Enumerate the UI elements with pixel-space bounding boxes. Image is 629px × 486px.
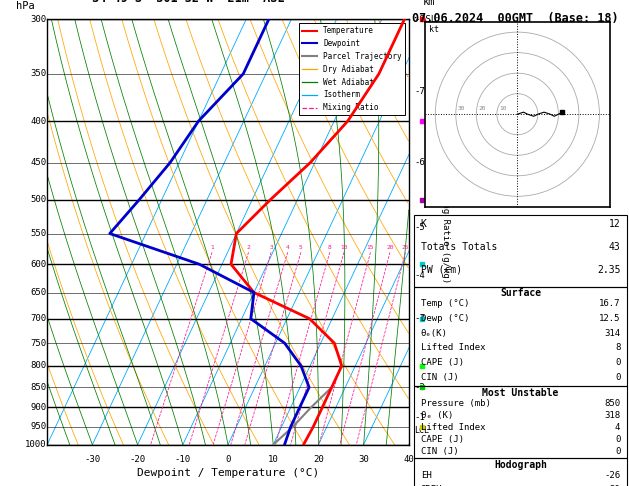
Text: Hodograph: Hodograph [494, 460, 547, 469]
Text: -8: -8 [415, 15, 425, 24]
Text: 4: 4 [615, 423, 620, 432]
Text: 15: 15 [367, 245, 374, 250]
Text: 314: 314 [604, 329, 620, 338]
Legend: Temperature, Dewpoint, Parcel Trajectory, Dry Adiabat, Wet Adiabat, Isotherm, Mi: Temperature, Dewpoint, Parcel Trajectory… [299, 23, 405, 115]
Text: 1000: 1000 [25, 440, 47, 449]
Text: -1: -1 [415, 413, 425, 422]
Text: Temp (°C): Temp (°C) [421, 299, 469, 308]
Text: Dewpoint / Temperature (°C): Dewpoint / Temperature (°C) [137, 468, 319, 478]
Bar [414, 214, 627, 287]
Text: -2: -2 [415, 383, 425, 392]
Text: 800: 800 [30, 362, 47, 370]
Bar [414, 386, 627, 458]
Text: Surface: Surface [500, 288, 541, 298]
Text: 300: 300 [30, 15, 47, 24]
Text: 5: 5 [299, 245, 303, 250]
Text: 20: 20 [610, 485, 620, 486]
Text: 318: 318 [604, 411, 620, 420]
Text: Totals Totals: Totals Totals [421, 242, 497, 252]
Bar [414, 458, 627, 486]
Text: 8: 8 [615, 343, 620, 352]
Text: 850: 850 [30, 383, 47, 392]
Text: 20: 20 [479, 106, 486, 111]
Text: 12.5: 12.5 [599, 314, 620, 323]
Text: 700: 700 [30, 314, 47, 323]
Text: 0: 0 [615, 373, 620, 382]
Text: LCL: LCL [415, 426, 429, 435]
Text: SREH: SREH [421, 485, 442, 486]
Text: Most Unstable: Most Unstable [482, 388, 559, 398]
Text: 2: 2 [247, 245, 250, 250]
Text: 0: 0 [615, 435, 620, 444]
Text: Lifted Index: Lifted Index [421, 423, 485, 432]
Bar [414, 287, 627, 386]
Text: kt: kt [429, 25, 439, 34]
Text: EH: EH [421, 471, 431, 480]
Text: PW (cm): PW (cm) [421, 265, 462, 275]
Text: CAPE (J): CAPE (J) [421, 435, 464, 444]
Text: 0: 0 [225, 455, 231, 464]
Text: 0: 0 [615, 358, 620, 367]
Text: 550: 550 [30, 229, 47, 238]
Text: 0: 0 [615, 448, 620, 456]
Text: 20: 20 [386, 245, 394, 250]
Text: 400: 400 [30, 117, 47, 125]
Text: -20: -20 [130, 455, 146, 464]
Text: -30: -30 [84, 455, 101, 464]
Text: hPa: hPa [16, 1, 35, 11]
Text: 8: 8 [328, 245, 331, 250]
Text: -34°49'S  301°32'W  21m  ASL: -34°49'S 301°32'W 21m ASL [85, 0, 284, 4]
Text: 20: 20 [313, 455, 324, 464]
Text: 3: 3 [269, 245, 273, 250]
Text: 07.06.2024  00GMT  (Base: 18): 07.06.2024 00GMT (Base: 18) [412, 12, 618, 25]
Text: -26: -26 [604, 471, 620, 480]
Text: 25: 25 [402, 245, 409, 250]
Text: -5: -5 [415, 223, 425, 231]
Text: CIN (J): CIN (J) [421, 373, 459, 382]
Text: 850: 850 [604, 399, 620, 408]
Text: 30: 30 [359, 455, 369, 464]
Text: 500: 500 [30, 195, 47, 205]
Text: 600: 600 [30, 260, 47, 269]
Text: Pressure (mb): Pressure (mb) [421, 399, 491, 408]
Text: 950: 950 [30, 422, 47, 431]
Text: 900: 900 [30, 403, 47, 412]
Text: 10: 10 [499, 106, 506, 111]
Text: km: km [423, 0, 435, 7]
Text: -10: -10 [175, 455, 191, 464]
Text: K: K [421, 219, 426, 229]
Text: 16.7: 16.7 [599, 299, 620, 308]
Text: Lifted Index: Lifted Index [421, 343, 485, 352]
Text: 2.35: 2.35 [597, 265, 620, 275]
Text: -4: -4 [415, 271, 425, 280]
Text: θₑ (K): θₑ (K) [421, 411, 453, 420]
Text: 1: 1 [210, 245, 214, 250]
Text: 40: 40 [403, 455, 415, 464]
Text: Dewp (°C): Dewp (°C) [421, 314, 469, 323]
Text: θₑ(K): θₑ(K) [421, 329, 448, 338]
Text: 30: 30 [458, 106, 465, 111]
Text: ASL: ASL [421, 15, 437, 24]
Text: 10: 10 [340, 245, 348, 250]
Text: CAPE (J): CAPE (J) [421, 358, 464, 367]
Text: 4: 4 [286, 245, 289, 250]
Text: 10: 10 [268, 455, 279, 464]
Text: -6: -6 [415, 158, 425, 167]
Text: CIN (J): CIN (J) [421, 448, 459, 456]
Text: 43: 43 [609, 242, 620, 252]
Text: -7: -7 [415, 87, 425, 96]
Text: 350: 350 [30, 69, 47, 78]
Text: -3: -3 [415, 314, 425, 323]
Text: 650: 650 [30, 288, 47, 297]
Text: 12: 12 [609, 219, 620, 229]
Text: 750: 750 [30, 339, 47, 347]
Text: Mixing Ratio (g/kg): Mixing Ratio (g/kg) [440, 181, 450, 283]
Text: 450: 450 [30, 158, 47, 167]
